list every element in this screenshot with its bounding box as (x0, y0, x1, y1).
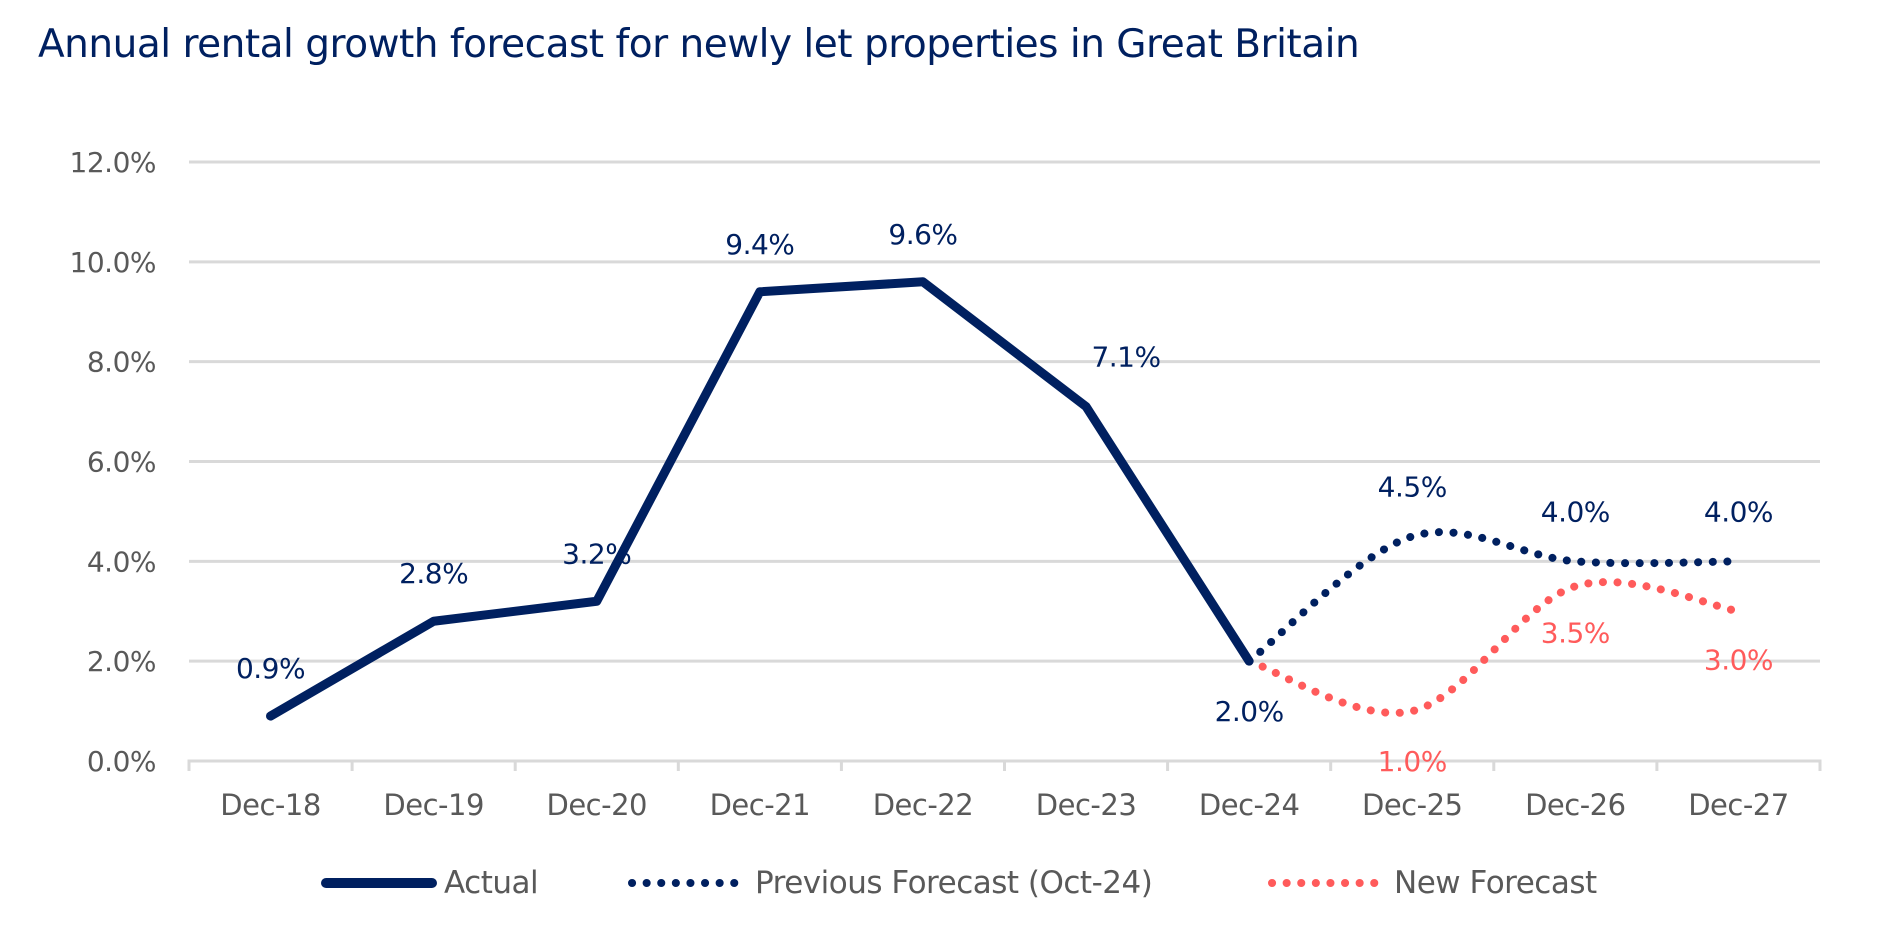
x-tick-label: Dec-20 (547, 788, 647, 822)
x-tick-label: Dec-25 (1362, 788, 1462, 822)
series (266, 277, 1743, 721)
y-tick-label: 10.0% (70, 246, 156, 279)
y-tick-label: 0.0% (87, 745, 156, 778)
data-label: 9.6% (888, 218, 957, 251)
data-point (1247, 659, 1251, 663)
gridlines (189, 160, 1820, 663)
data-point (1736, 559, 1740, 563)
data-label: 9.4% (725, 228, 794, 261)
data-label: 1.0% (1378, 745, 1447, 778)
series-line-new-forecast (1245, 578, 1743, 717)
y-tick-label: 6.0% (87, 446, 156, 479)
data-point (269, 714, 273, 718)
legend: Actual Previous Forecast (Oct-24) New Fore… (321, 865, 1597, 901)
data-point (1573, 559, 1577, 563)
x-axis: Dec-18 Dec-19 Dec-20 Dec-21 Dec-22 Dec-23 Dec-… (187, 759, 1822, 822)
y-tick-label: 8.0% (87, 346, 156, 379)
x-tick-label: Dec-24 (1199, 788, 1299, 822)
data-point (921, 280, 925, 284)
data-point (1084, 405, 1088, 409)
x-tick-label: Dec-19 (383, 788, 483, 822)
data-label: 2.0% (1215, 695, 1284, 728)
chart-title: Annual rental growth forecast for newly … (38, 22, 1360, 67)
legend-label-actual: Actual (444, 865, 538, 901)
y-tick-label: 4.0% (87, 545, 156, 578)
data-point (1736, 609, 1740, 613)
y-tick-label: 12.0% (70, 146, 156, 179)
x-tick-label: Dec-23 (1036, 788, 1136, 822)
data-point (595, 599, 599, 603)
data-point (432, 619, 436, 623)
data-label: 4.5% (1378, 470, 1447, 503)
x-tick-label: Dec-26 (1525, 788, 1625, 822)
data-point (1573, 584, 1577, 588)
x-tick-label: Dec-27 (1688, 788, 1788, 822)
legend-label-new-forecast: New Forecast (1394, 865, 1597, 901)
y-tick-label: 2.0% (87, 645, 156, 678)
x-tick-label: Dec-18 (220, 788, 320, 822)
x-tick-label: Dec-22 (873, 788, 973, 822)
data-label: 3.5% (1541, 616, 1610, 649)
data-label: 4.0% (1541, 495, 1610, 528)
data-label: 7.1% (1091, 341, 1160, 374)
series-line-actual (266, 277, 1254, 721)
data-label: 2.8% (399, 557, 468, 590)
series-line-previous-forecast (1245, 528, 1743, 666)
legend-label-previous-forecast: Previous Forecast (Oct-24) (755, 865, 1152, 901)
data-label: 3.2% (562, 537, 631, 570)
data-label: 4.0% (1704, 495, 1773, 528)
data-point (1410, 534, 1414, 538)
data-labels: 0.9% 2.8% 3.2% 9.4% 9.6% 7.1% 2.0% 4.5% 4.0% 4.0%… (236, 218, 1774, 778)
data-label: 0.9% (236, 652, 305, 685)
data-point (758, 290, 762, 294)
data-point (1410, 709, 1414, 713)
x-tick-label: Dec-21 (710, 788, 810, 822)
y-axis: 0.0% 2.0% 4.0% 6.0% 8.0% 10.0% 12.0% (70, 146, 157, 778)
data-label: 3.0% (1704, 643, 1773, 676)
